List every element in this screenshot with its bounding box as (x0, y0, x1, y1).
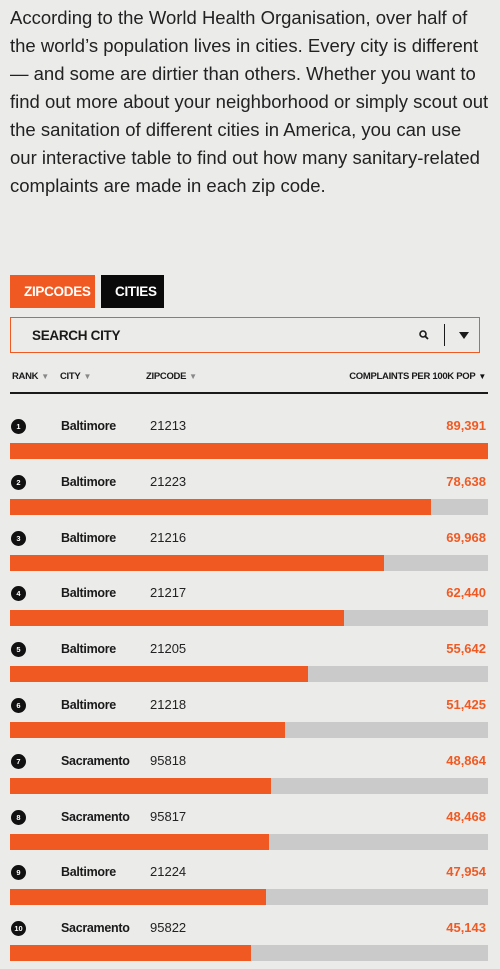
zipcode-cell: 21217 (150, 585, 187, 601)
city-cell: Sacramento (61, 809, 130, 824)
header-divider (10, 392, 488, 394)
bar-track (10, 498, 488, 515)
caret-down-icon: ▼ (189, 372, 197, 381)
bar-track (10, 443, 488, 459)
table-row[interactable]: 5 Baltimore 21205 55,642 (10, 626, 488, 683)
city-cell: Baltimore (61, 474, 116, 489)
search-input[interactable] (11, 327, 414, 343)
bar-track (10, 945, 488, 962)
complaints-value: 51,425 (446, 696, 486, 712)
complaints-value: 78,638 (446, 473, 486, 489)
rank-badge: 4 (11, 586, 26, 602)
tab-zipcodes[interactable]: ZIPCODES (10, 275, 95, 308)
table-row[interactable]: 3 Baltimore 21216 69,968 (10, 515, 488, 571)
table-row[interactable]: 2 Baltimore 21223 78,638 (10, 459, 488, 515)
rank-badge: 8 (11, 809, 26, 825)
table-row[interactable]: 1 Baltimore 21213 89,391 (10, 403, 488, 459)
complaints-value: 47,954 (446, 864, 486, 880)
bar-fill (10, 610, 344, 627)
zipcode-cell: 95817 (150, 808, 187, 824)
complaints-value: 48,468 (446, 808, 486, 824)
tab-cities[interactable]: CITIES (101, 275, 164, 308)
table-row[interactable]: 10 Sacramento 95822 45,143 (10, 905, 488, 962)
table-row[interactable]: 7 Sacramento 95818 48,864 (10, 738, 488, 794)
zipcode-header-label: ZIPCODE (146, 371, 187, 382)
bar-fill (10, 889, 266, 906)
chevron-down-icon[interactable] (453, 325, 475, 345)
bar-fill (10, 554, 384, 571)
city-cell: Baltimore (61, 697, 116, 712)
bar-track (10, 889, 488, 906)
caret-down-icon: ▼ (478, 372, 486, 381)
bar-fill (10, 498, 431, 515)
bar-fill (10, 777, 271, 794)
bar-fill (10, 945, 251, 962)
bar-fill (10, 721, 285, 738)
zipcode-cell: 21216 (150, 529, 187, 545)
zipcode-cell: 21224 (150, 864, 187, 880)
view-tabs: ZIPCODES CITIES (10, 275, 164, 308)
zipcode-cell: 21205 (150, 641, 187, 657)
sort-complaints-header[interactable]: COMPLAINTS PER 100K POP ▼ (349, 371, 486, 382)
table-row[interactable]: 4 Baltimore 21217 62,440 (10, 570, 488, 627)
sort-city-header[interactable]: CITY ▼ (60, 371, 91, 382)
zipcode-cell: 21223 (150, 473, 187, 489)
bar-fill (10, 833, 269, 850)
intro-paragraph: According to the World Health Organisati… (10, 7, 489, 196)
sort-rank-header[interactable]: RANK ▼ (12, 371, 49, 382)
city-cell: Baltimore (61, 865, 116, 880)
table-row[interactable]: 6 Baltimore 21218 51,425 (10, 682, 488, 738)
bar-track (10, 777, 488, 794)
city-cell: Sacramento (61, 753, 130, 768)
city-cell: Baltimore (61, 642, 116, 657)
rank-badge: 2 (11, 474, 26, 490)
table-row[interactable]: 8 Sacramento 95817 48,468 (10, 794, 488, 850)
zipcode-cell: 95822 (150, 920, 187, 936)
zipcode-cell: 21218 (150, 696, 187, 712)
complaints-value: 55,642 (446, 641, 486, 657)
rank-badge: 5 (11, 642, 26, 658)
bar-track (10, 721, 488, 738)
complaints-value: 89,391 (446, 418, 486, 433)
column-headers: RANK ▼ CITY ▼ ZIPCODE ▼ COMPLAINTS PER 1… (10, 367, 488, 393)
city-header-label: CITY (60, 371, 81, 382)
bar-track (10, 610, 488, 627)
search-bar (10, 317, 480, 353)
zipcode-cell: 95818 (150, 752, 187, 768)
rank-badge: 3 (11, 530, 26, 546)
rank-badge: 10 (11, 921, 26, 937)
caret-down-icon: ▼ (41, 372, 49, 381)
complaints-header-label: COMPLAINTS PER 100K POP (349, 371, 476, 382)
city-cell: Sacramento (61, 921, 130, 936)
complaints-value: 48,864 (446, 752, 486, 768)
rank-badge: 9 (11, 865, 26, 881)
bar-fill (10, 666, 308, 683)
rank-badge: 6 (11, 697, 26, 713)
table-row[interactable]: 9 Baltimore 21224 47,954 (10, 849, 488, 906)
city-cell: Baltimore (61, 586, 116, 601)
search-divider (444, 324, 445, 346)
bar-track (10, 666, 488, 683)
complaints-value: 62,440 (446, 585, 486, 601)
rank-badge: 7 (11, 753, 26, 769)
sort-zipcode-header[interactable]: ZIPCODE ▼ (146, 371, 197, 382)
city-cell: Baltimore (61, 530, 116, 545)
zipcode-cell: 21213 (150, 418, 187, 433)
complaints-value: 45,143 (446, 920, 486, 936)
results-table: 1 Baltimore 21213 89,391 2 Baltimore 212… (10, 403, 488, 962)
rank-header-label: RANK (12, 371, 39, 382)
rank-badge: 1 (11, 419, 26, 434)
bar-track (10, 833, 488, 850)
bar-fill (10, 443, 488, 459)
complaints-value: 69,968 (446, 529, 486, 545)
city-cell: Baltimore (61, 419, 116, 433)
search-icon[interactable] (414, 325, 434, 345)
caret-down-icon: ▼ (83, 372, 92, 381)
bar-track (10, 554, 488, 571)
